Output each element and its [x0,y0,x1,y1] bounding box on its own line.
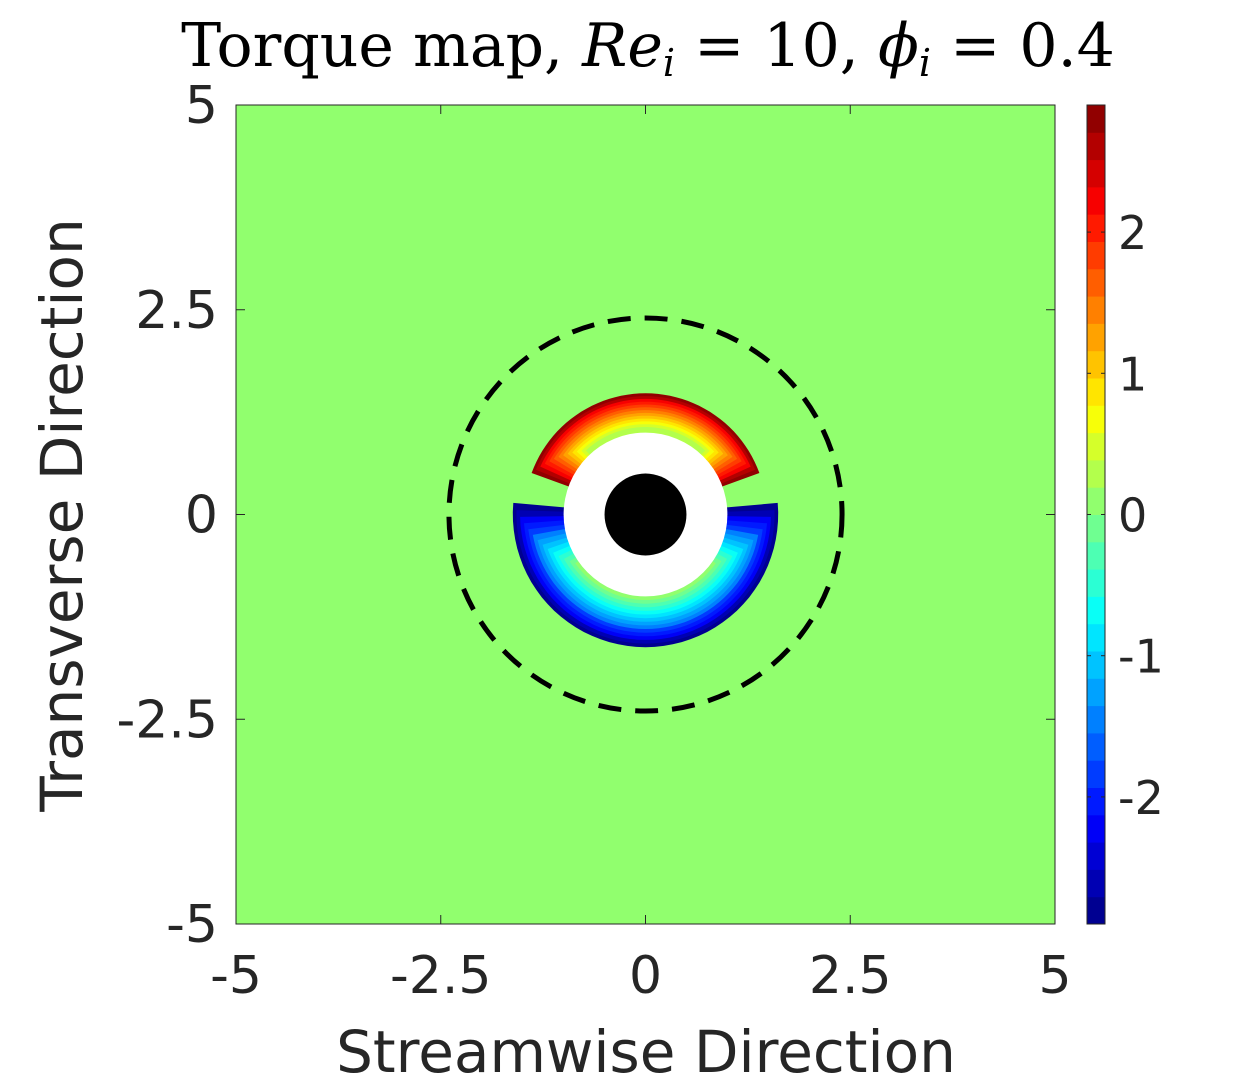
colorbar-segment [1087,350,1105,379]
y-tick-label: 0 [185,486,218,546]
colorbar-segment [1087,732,1105,761]
x-tick-label: -2.5 [390,946,491,1006]
y-tick-label: -2.5 [117,690,218,750]
colorbar-segment [1087,678,1105,707]
x-tick-label: 5 [1038,946,1071,1006]
colorbar-segment [1087,596,1105,625]
colorbar-segment [1087,705,1105,734]
colorbar-segment [1087,214,1105,242]
colorbar-tick-label: -2 [1118,771,1164,825]
colorbar-segment [1087,541,1105,570]
particle-disc [604,473,687,556]
colorbar-segment [1087,514,1105,543]
title-re-sub: i [663,41,675,85]
colorbar-tick-label: 1 [1118,347,1147,401]
contour-band [575,560,716,600]
colorbar-segment [1087,814,1105,843]
colorbar-ticks: -2 -1 0 1 2 [1087,206,1164,825]
colorbar-segment [1087,487,1105,515]
title-prefix: Torque map, [181,11,582,81]
contour-layer [512,393,779,648]
colorbar-segment [1087,787,1105,816]
title-re-value: = 10, [675,11,878,81]
colorbar-segment [1087,323,1105,352]
colorbar-segment [1087,296,1105,324]
colorbar-segment [1087,405,1105,434]
contour-band [569,556,722,604]
colorbar [1087,105,1105,925]
contour-band [581,424,710,458]
colorbar-segment [1087,842,1105,870]
contour-lobe-lower [512,502,779,648]
dashed-circle [446,315,845,714]
x-tick-label: -5 [210,946,262,1006]
y-axis-ticks: -5 -2.5 0 2.5 5 [117,76,1055,955]
x-tick-label: 0 [629,946,662,1006]
colorbar-segment [1087,268,1105,297]
colorbar-segment [1087,569,1105,597]
x-axis-label: Streamwise Direction [336,1018,956,1083]
title-re-symbol: Re [581,11,663,81]
x-tick-label: 2.5 [809,946,892,1006]
colorbar-segment [1087,896,1105,925]
contour-lobe-upper [531,393,760,487]
colorbar-segment [1087,241,1105,270]
y-tick-label: -5 [166,895,218,955]
colorbar-segment [1087,651,1105,679]
y-axis-label: Transverse Direction [28,218,96,812]
contour-band [585,427,706,456]
colorbar-segment [1087,623,1105,652]
title-phi-value: = 0.4 [931,11,1115,81]
title-phi-symbol: ϕ [878,11,919,81]
colorbar-segment [1087,105,1105,133]
colorbar-segment [1087,760,1105,788]
colorbar-segment [1087,869,1105,898]
colorbar-segment [1087,378,1105,406]
colorbar-tick-label: 2 [1118,206,1147,260]
title-phi-sub: i [919,41,931,85]
y-tick-label: 5 [185,76,218,136]
colorbar-segment [1087,432,1105,461]
colorbar-tick-label: 0 [1118,489,1147,543]
colorbar-segment [1087,186,1105,215]
chart-title: Torque map, Rei = 10, ϕi = 0.4 [181,11,1115,85]
colorbar-segment [1087,132,1105,161]
colorbar-segment [1087,159,1105,188]
contour-band [590,429,701,454]
plot-area [236,105,1055,924]
y-tick-label: 2.5 [135,281,218,341]
x-axis-ticks: -5 -2.5 0 2.5 5 [210,105,1072,1006]
colorbar-tick-label: -1 [1118,630,1164,684]
colorbar-segment [1087,459,1105,488]
